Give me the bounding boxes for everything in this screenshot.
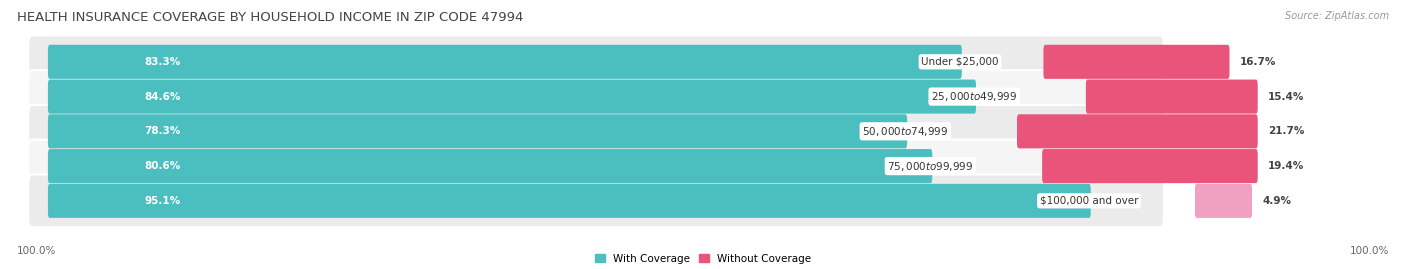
FancyBboxPatch shape xyxy=(48,149,932,183)
FancyBboxPatch shape xyxy=(48,80,976,114)
FancyBboxPatch shape xyxy=(28,36,1164,88)
Text: $25,000 to $49,999: $25,000 to $49,999 xyxy=(931,90,1018,103)
Text: 19.4%: 19.4% xyxy=(1268,161,1303,171)
Text: 100.0%: 100.0% xyxy=(17,246,56,256)
FancyBboxPatch shape xyxy=(28,140,1164,193)
Text: 78.3%: 78.3% xyxy=(145,126,181,136)
Text: 15.4%: 15.4% xyxy=(1268,91,1305,102)
Text: 84.6%: 84.6% xyxy=(145,91,181,102)
Text: 100.0%: 100.0% xyxy=(1350,246,1389,256)
Text: 95.1%: 95.1% xyxy=(145,196,181,206)
Text: 16.7%: 16.7% xyxy=(1240,57,1277,67)
Text: Source: ZipAtlas.com: Source: ZipAtlas.com xyxy=(1285,11,1389,21)
FancyBboxPatch shape xyxy=(1085,80,1258,114)
Legend: With Coverage, Without Coverage: With Coverage, Without Coverage xyxy=(595,254,811,264)
FancyBboxPatch shape xyxy=(1043,45,1229,79)
FancyBboxPatch shape xyxy=(28,174,1164,227)
Text: 80.6%: 80.6% xyxy=(145,161,181,171)
FancyBboxPatch shape xyxy=(28,105,1164,158)
Text: $50,000 to $74,999: $50,000 to $74,999 xyxy=(862,125,949,138)
FancyBboxPatch shape xyxy=(1195,184,1253,218)
FancyBboxPatch shape xyxy=(48,45,962,79)
Text: 83.3%: 83.3% xyxy=(145,57,181,67)
Text: Under $25,000: Under $25,000 xyxy=(921,57,998,67)
Text: $100,000 and over: $100,000 and over xyxy=(1039,196,1139,206)
FancyBboxPatch shape xyxy=(1017,114,1258,148)
FancyBboxPatch shape xyxy=(1042,149,1258,183)
FancyBboxPatch shape xyxy=(48,184,1091,218)
Text: 21.7%: 21.7% xyxy=(1268,126,1305,136)
FancyBboxPatch shape xyxy=(28,70,1164,123)
Text: 4.9%: 4.9% xyxy=(1263,196,1291,206)
Text: $75,000 to $99,999: $75,000 to $99,999 xyxy=(887,160,973,173)
FancyBboxPatch shape xyxy=(48,114,907,148)
Text: HEALTH INSURANCE COVERAGE BY HOUSEHOLD INCOME IN ZIP CODE 47994: HEALTH INSURANCE COVERAGE BY HOUSEHOLD I… xyxy=(17,11,523,24)
